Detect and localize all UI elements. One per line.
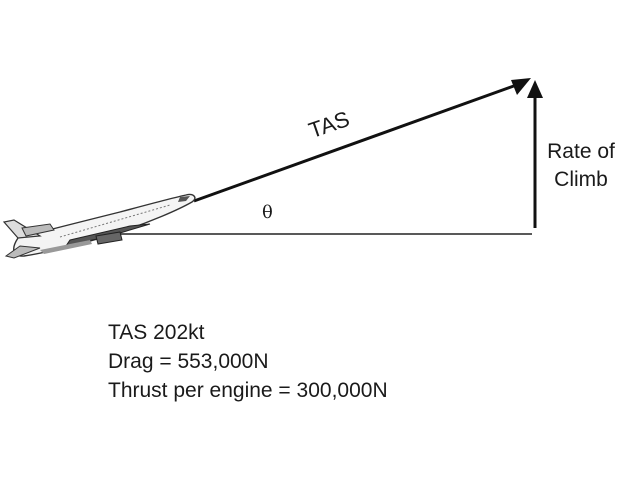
rate-of-climb-label: Rate of Climb [520,138,640,194]
given-values-text: TAS 202kt Drag = 553,000N Thrust per eng… [108,318,388,405]
thrust-value-text: Thrust per engine = 300,000N [108,379,388,402]
tas-vector-arrow [193,81,523,203]
rate-of-climb-arrowhead [527,80,543,98]
rate-of-climb-label-line2: Climb [554,168,608,191]
tas-arrowhead [511,78,531,95]
tas-value-text: TAS 202kt [108,321,205,344]
rate-of-climb-label-line1: Rate of [547,140,615,163]
drag-value-text: Drag = 553,000N [108,350,269,373]
airliner-icon [2,193,196,259]
climb-angle-label: θ [262,202,273,223]
